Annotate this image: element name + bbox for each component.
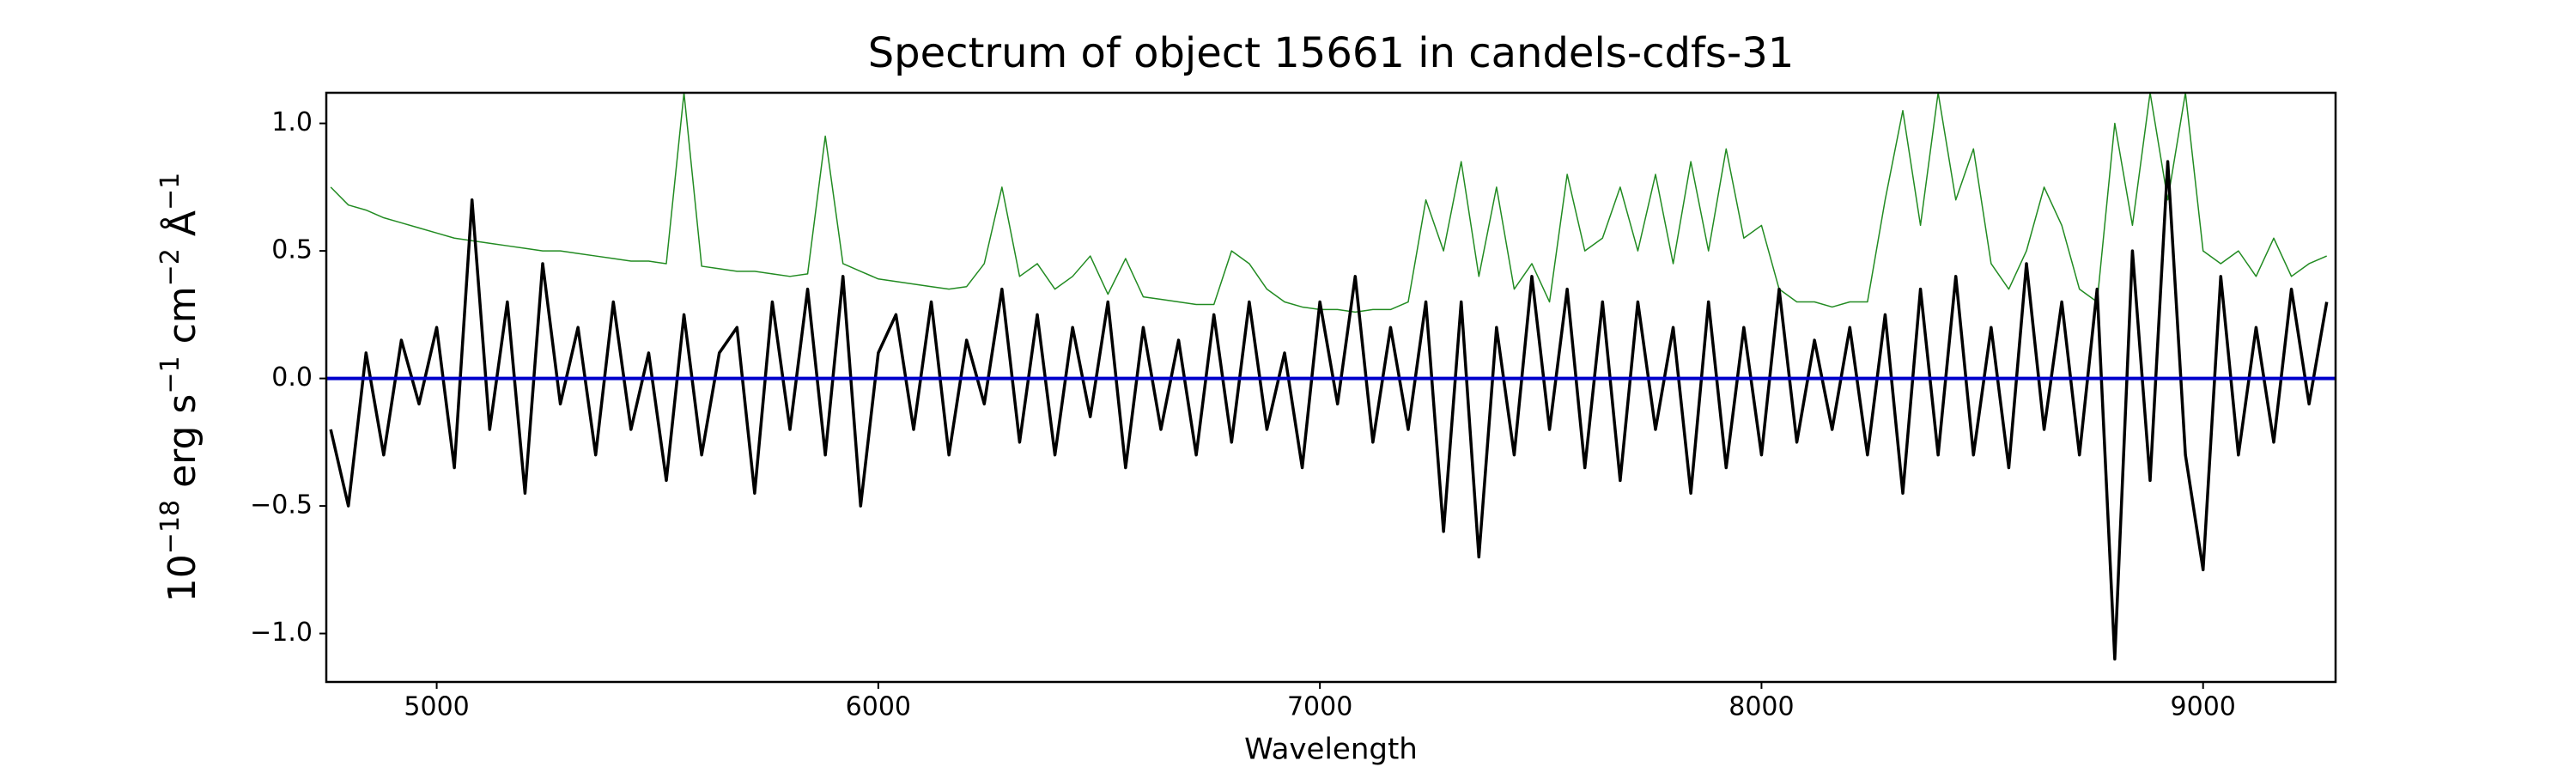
x-tick-label: 6000 [846,692,911,722]
y-label-exponent: −18 [155,500,185,554]
y-label-text: cm [161,286,204,356]
y-label-exponent: −1 [155,356,185,393]
y-tick-label: 1.0 [271,107,313,137]
y-tick-label: 0.0 [271,362,313,393]
y-tick-label: −0.5 [250,490,313,520]
y-label-exponent: −1 [155,173,185,210]
x-tick-label: 9000 [2171,692,2236,722]
plot-area [326,93,2336,661]
y-tick-label: 0.5 [271,235,313,265]
chart-title: Spectrum of object 15661 in candels-cdfs… [868,29,1795,77]
axes-frame [325,91,2337,684]
spectrum-line [329,160,2329,661]
y-tick-label: −1.0 [250,618,313,648]
x-tick-label: 7000 [1287,692,1352,722]
x-tick-label: 8000 [1728,692,1794,722]
y-label-text: Å [159,210,204,248]
spectrum-line [330,93,2328,313]
y-axis-label: 10−18 erg s−1 cm−2 Å−1 [155,173,205,602]
y-label-text: erg s [161,394,204,500]
y-label-exponent: −2 [155,248,185,286]
y-label-text: 10 [161,554,204,602]
x-axis-label: Wavelength [1244,733,1418,767]
x-tick-label: 5000 [404,692,469,722]
